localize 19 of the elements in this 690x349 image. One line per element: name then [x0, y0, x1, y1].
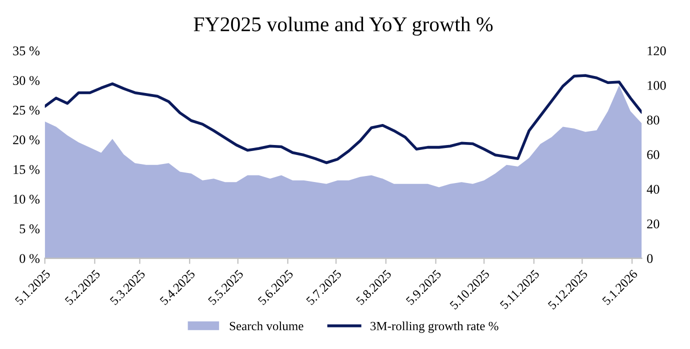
y-tick-label: 20 %: [13, 135, 40, 144]
y2-tick-label: 20: [647, 219, 660, 228]
y2-tick-label: 120: [648, 46, 666, 56]
chart-title: FY2025 volume and YoY growth %: [194, 16, 493, 36]
y2-tick-label: 80: [647, 116, 660, 125]
y-tick-label: 30 %: [13, 76, 40, 86]
y2-tick-label: 0: [647, 254, 653, 263]
y2-tick-label: 40: [646, 184, 660, 194]
legend-label: Search volume: [230, 322, 304, 330]
y-tick-label: 15 %: [14, 165, 40, 174]
y-tick-label: 0 %: [20, 254, 40, 264]
y-tick-label: 35 %: [13, 46, 40, 56]
y-tick-label: 5 %: [20, 224, 40, 234]
y2-tick-label: 60: [647, 150, 660, 160]
y-tick-label: 10 %: [14, 194, 40, 204]
legend-label: 3M-rolling growth rate %: [370, 322, 498, 333]
y2-tick-label: 100: [648, 81, 666, 90]
y-tick-label: 25 %: [13, 106, 40, 115]
line-series: [44, 74, 642, 164]
